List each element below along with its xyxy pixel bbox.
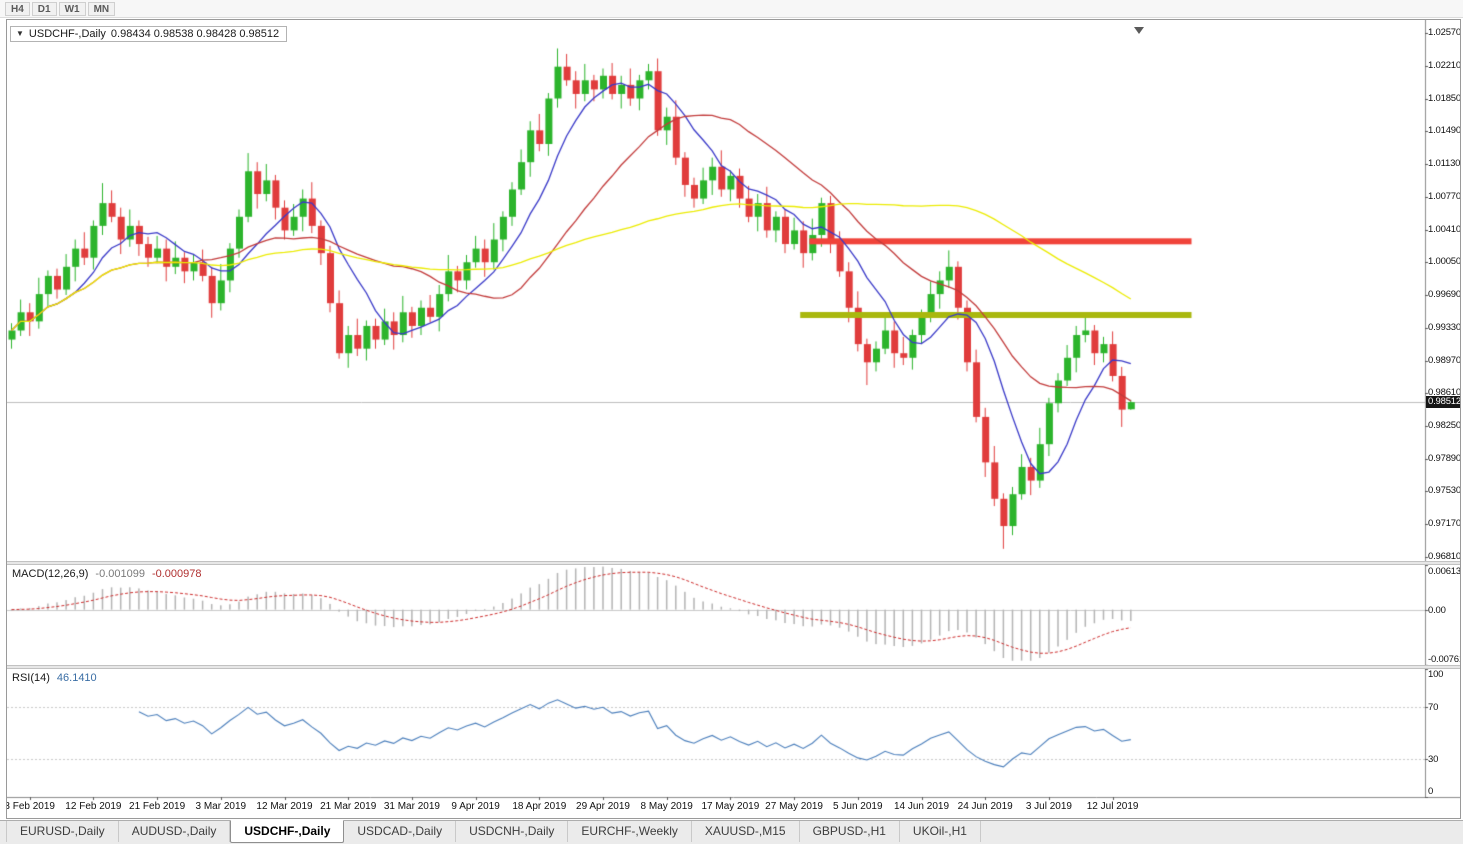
price-axis-label: 0.99690 xyxy=(1428,289,1461,300)
time-axis-label: 17 May 2019 xyxy=(701,801,760,812)
price-axis-label: 1.02570 xyxy=(1428,27,1461,38)
time-axis-label: 14 Jun 2019 xyxy=(893,801,950,812)
price-axis-label: 1.00770 xyxy=(1428,190,1461,202)
chart-tabs-bar: EURUSD-,Daily AUDUSD-,Daily USDCHF-,Daily U… xyxy=(0,820,1463,844)
macd-axis-label: -0.00761 xyxy=(1428,654,1461,665)
time-axis-label: 21 Mar 2019 xyxy=(320,801,377,812)
price-axis-label: 0.99330 xyxy=(1428,321,1461,333)
price-axis-label: 0.96810 xyxy=(1428,550,1461,562)
rsi-axis-label: 0 xyxy=(1428,786,1434,797)
price-axis-label: 0.98250 xyxy=(1428,420,1461,431)
rsi-indicator-label: RSI(14) 46.1410 xyxy=(12,672,97,684)
price-chart-canvas[interactable] xyxy=(7,20,1460,818)
price-axis-label: 1.01850 xyxy=(1428,92,1461,104)
time-axis-label: 3 Jul 2019 xyxy=(1025,801,1072,812)
chart-tab-usdcnh-daily[interactable]: USDCNH-,Daily xyxy=(456,821,569,842)
time-axis-label: 8 May 2019 xyxy=(640,801,693,812)
price-axis-label: 0.98610 xyxy=(1428,387,1461,399)
time-axis-label: 3 Feb 2019 xyxy=(6,801,55,812)
chart-tab-usdcad-daily[interactable]: USDCAD-,Daily xyxy=(344,821,457,842)
time-axis-label: 27 May 2019 xyxy=(765,801,824,812)
rsi-value: 46.1410 xyxy=(56,672,97,684)
chart-window: ▼ USDCHF-,Daily 0.98434 0.98538 0.98428 … xyxy=(6,19,1461,819)
price-axis-label: 0.97530 xyxy=(1428,485,1461,497)
price-axis-label: 0.98970 xyxy=(1428,354,1461,366)
chart-tab-eurusd-daily[interactable]: EURUSD-,Daily xyxy=(6,821,119,842)
panel-splitter-rsi[interactable] xyxy=(7,665,1460,669)
rsi-axis-label: 70 xyxy=(1428,702,1439,714)
price-axis-label: 0.97170 xyxy=(1428,518,1461,530)
timeframe-button-h4[interactable]: H4 xyxy=(5,1,30,16)
time-axis[interactable]: 3 Feb 2019 12 Feb 2019 21 Feb 2019 3 Mar 20… xyxy=(7,797,1460,818)
ohlc-values: 0.98434 0.98538 0.98428 0.98512 xyxy=(110,28,280,40)
symbol-name: USDCHF-,Daily xyxy=(28,28,106,40)
price-axis-label: 1.02210 xyxy=(1428,59,1461,71)
chart-tab-xauusd-m15[interactable]: XAUUSD-,M15 xyxy=(692,821,800,842)
macd-name: MACD(12,26,9) xyxy=(12,568,89,580)
macd-axis-label: 0.00613 xyxy=(1428,566,1461,577)
panel-splitter-macd[interactable] xyxy=(7,561,1460,565)
time-axis-label: 12 Jul 2019 xyxy=(1086,801,1139,812)
chart-tab-ukoil-h1[interactable]: UKOil-,H1 xyxy=(900,821,981,842)
rsi-axis-label: 100 xyxy=(1428,669,1444,680)
price-axis-label: 1.01490 xyxy=(1428,125,1461,137)
time-axis-label: 12 Mar 2019 xyxy=(256,801,313,812)
current-price-tag: 0.98512 xyxy=(1426,396,1461,409)
macd-indicator-label: MACD(12,26,9) -0.001099 -0.000978 xyxy=(12,568,202,580)
chart-shift-marker-icon[interactable] xyxy=(1134,27,1144,34)
chart-tab-audusd-daily[interactable]: AUDUSD-,Daily xyxy=(119,821,231,842)
chart-tab-gbpusd-h1[interactable]: GBPUSD-,H1 xyxy=(800,821,900,842)
timeframe-button-d1[interactable]: D1 xyxy=(31,1,57,16)
rsi-name: RSI(14) xyxy=(12,672,50,684)
time-axis-label: 31 Mar 2019 xyxy=(383,801,440,812)
macd-signal-value: -0.000978 xyxy=(151,568,202,580)
macd-axis-label: 0.00 xyxy=(1428,604,1446,616)
price-axis-label: 0.97890 xyxy=(1428,452,1461,464)
time-axis-label: 29 Apr 2019 xyxy=(576,801,630,812)
chart-symbol-label: ▼ USDCHF-,Daily 0.98434 0.98538 0.98428 … xyxy=(10,26,288,42)
timeframe-button-mn[interactable]: MN xyxy=(87,1,116,16)
time-axis-label: 12 Feb 2019 xyxy=(65,801,122,812)
timeframe-toolbar: H4 D1 W1 MN xyxy=(0,0,1463,18)
one-click-trading-arrow-icon[interactable]: ▼ xyxy=(16,29,24,38)
chart-tab-eurchf-weekly[interactable]: EURCHF-,Weekly xyxy=(568,821,692,842)
price-axis[interactable]: 1.02570 1.02210 1.01850 1.01490 1.01130 1.007… xyxy=(1426,20,1460,797)
macd-axis: 0.00613 0.00 -0.00761 xyxy=(1426,565,1460,665)
rsi-axis: 100 70 30 0 xyxy=(1426,669,1460,797)
time-axis-label: 3 Mar 2019 xyxy=(195,801,247,812)
time-axis-label: 5 Jun 2019 xyxy=(833,801,883,812)
time-axis-label: 9 Apr 2019 xyxy=(451,801,500,812)
timeframe-button-w1[interactable]: W1 xyxy=(58,1,86,16)
time-axis-label: 18 Apr 2019 xyxy=(512,801,567,812)
price-axis-label: 1.01130 xyxy=(1428,158,1461,169)
price-axis-label: 1.00410 xyxy=(1428,223,1461,235)
time-axis-label: 24 Jun 2019 xyxy=(957,801,1013,812)
time-axis-label: 21 Feb 2019 xyxy=(129,801,186,812)
rsi-axis-label: 30 xyxy=(1428,753,1439,765)
macd-main-value: -0.001099 xyxy=(95,568,145,580)
chart-tab-usdchf-daily[interactable]: USDCHF-,Daily xyxy=(230,820,345,843)
price-axis-label: 1.00050 xyxy=(1428,256,1461,268)
